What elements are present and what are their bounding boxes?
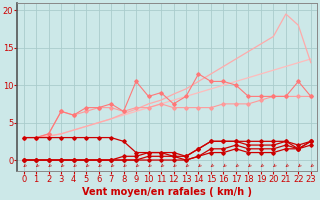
X-axis label: Vent moyen/en rafales ( km/h ): Vent moyen/en rafales ( km/h ) [82, 187, 252, 197]
